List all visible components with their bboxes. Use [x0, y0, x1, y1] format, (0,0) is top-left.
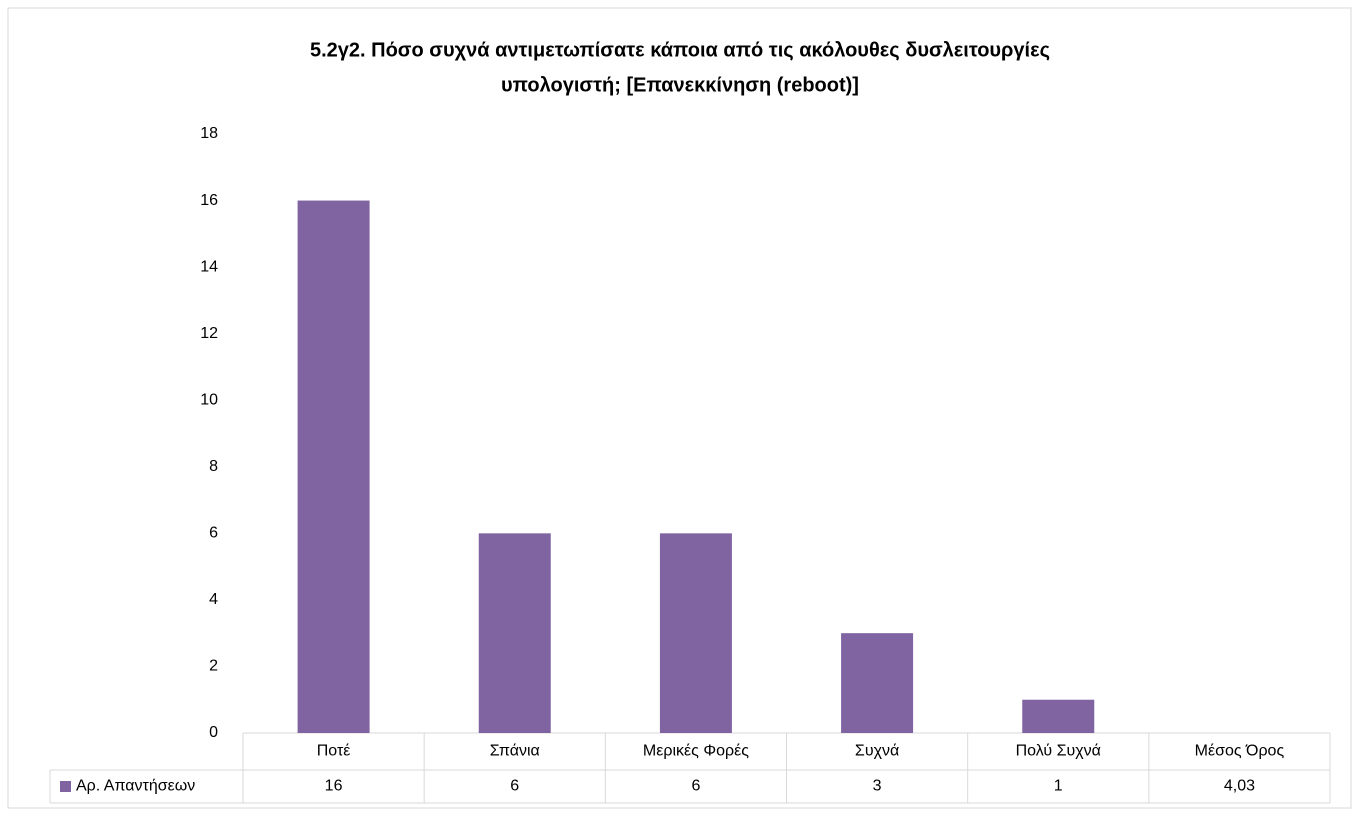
- table-value: 16: [325, 778, 343, 795]
- y-tick-label: 0: [209, 724, 218, 741]
- y-tick-label: 12: [200, 325, 218, 342]
- chart-title: υπολογιστή; [Επανεκκίνηση (reboot)]: [501, 74, 859, 96]
- bar: [297, 200, 370, 734]
- table-value: 6: [691, 778, 700, 795]
- y-tick-label: 16: [200, 192, 218, 209]
- y-tick-label: 6: [209, 525, 218, 542]
- x-tick-label: Μέσος Όρος: [1195, 743, 1285, 760]
- chart-title: 5.2γ2. Πόσο συχνά αντιμετωπίσατε κάποια …: [310, 39, 1050, 61]
- x-tick-label: Ποτέ: [317, 743, 351, 760]
- bar: [841, 633, 914, 733]
- y-tick-label: 4: [209, 591, 218, 608]
- table-value: 6: [510, 778, 519, 795]
- x-tick-label: Συχνά: [855, 743, 899, 760]
- y-tick-label: 2: [209, 658, 218, 675]
- bar: [659, 533, 732, 733]
- bar: [478, 533, 551, 733]
- x-tick-label: Μερικές Φορές: [643, 743, 749, 760]
- y-tick-label: 18: [200, 125, 218, 142]
- y-tick-label: 10: [200, 391, 218, 408]
- y-tick-label: 8: [209, 458, 218, 475]
- legend-label: Αρ. Απαντήσεων: [76, 778, 195, 795]
- x-tick-label: Σπάνια: [490, 743, 540, 760]
- table-value: 1: [1054, 778, 1063, 795]
- bar: [1022, 699, 1095, 733]
- table-value: 3: [873, 778, 882, 795]
- x-tick-label: Πολύ Συχνά: [1016, 743, 1101, 760]
- y-tick-label: 14: [200, 258, 218, 275]
- table-value: 4,03: [1224, 778, 1255, 795]
- legend-swatch: [60, 781, 71, 792]
